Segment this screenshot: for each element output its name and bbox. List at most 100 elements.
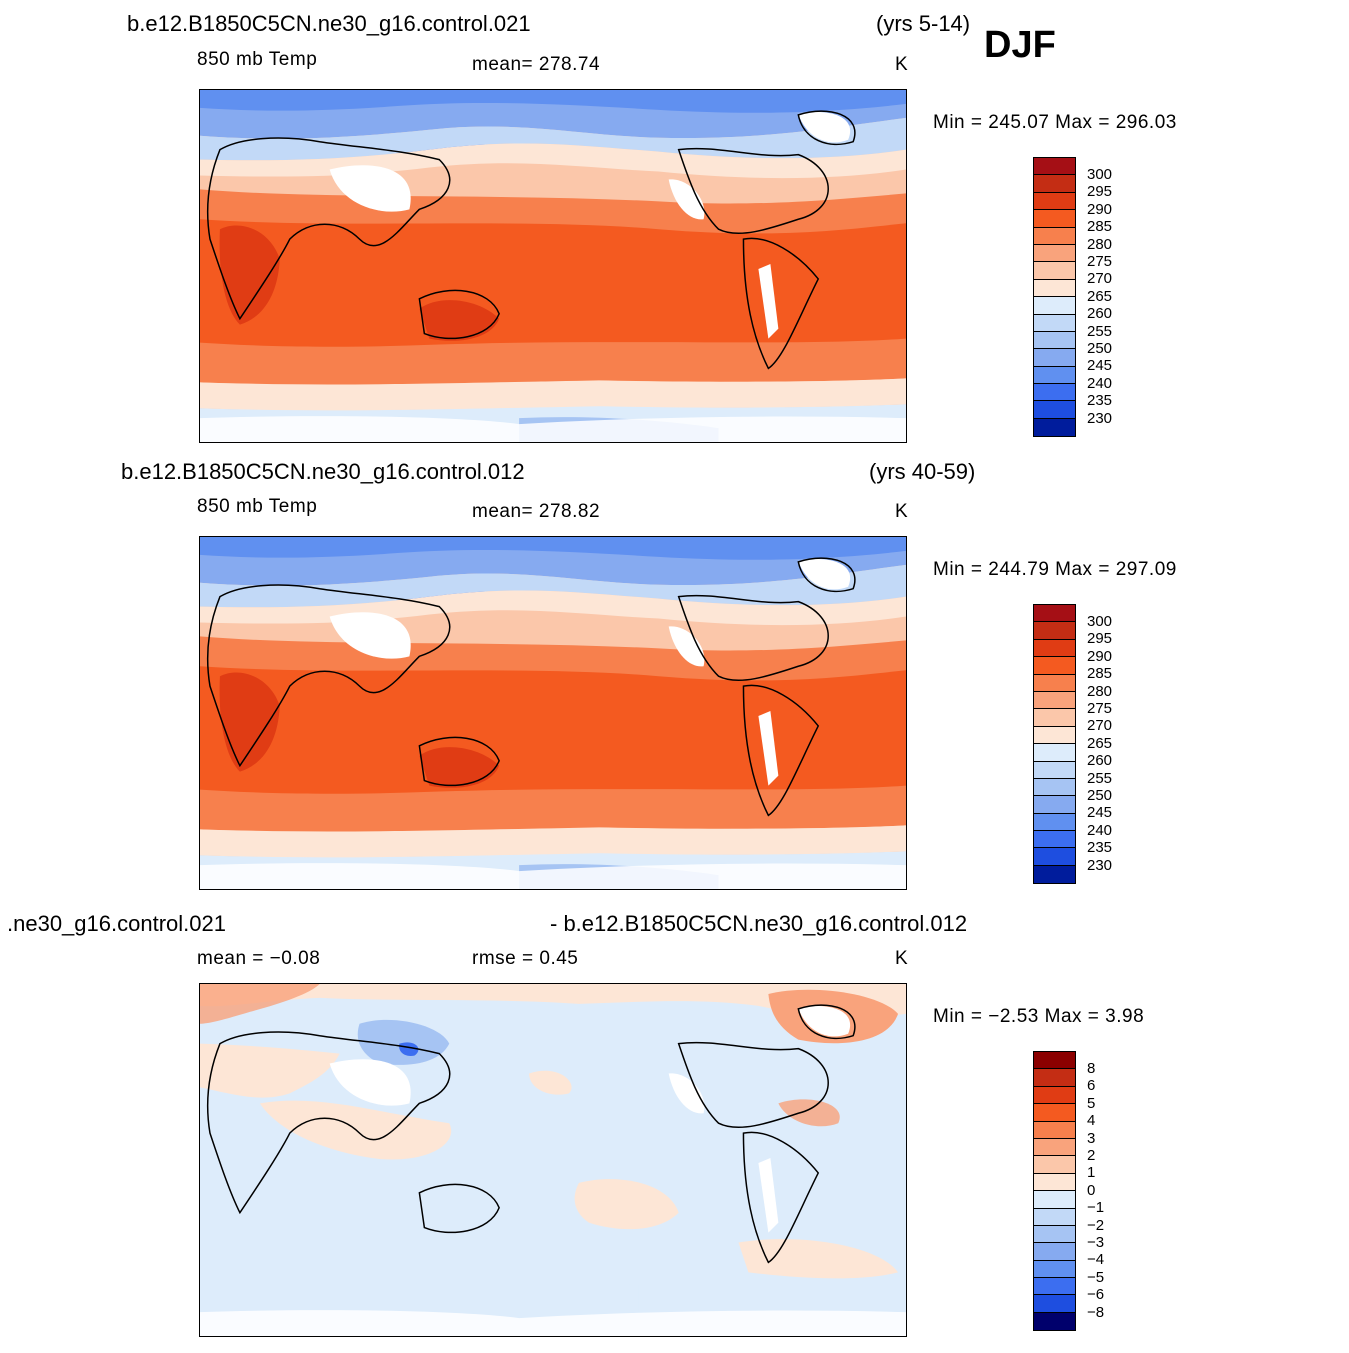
panel3-case-right: - b.e12.B1850C5CN.ne30_g16.control.012 xyxy=(550,911,968,936)
panel3-minmax: Min = −2.53 Max = 3.98 xyxy=(933,1006,1145,1027)
cb-label: 265 xyxy=(1087,287,1113,305)
cb-label: 260 xyxy=(1087,305,1113,323)
panel3-rmse: rmse = 0.45 xyxy=(472,948,579,969)
panel1-swatch xyxy=(1034,366,1075,385)
cb-label: −6 xyxy=(1087,1286,1105,1304)
panel1-mean: mean= 278.74 xyxy=(472,54,601,75)
panel1-colorbar-labels: 300 295 290 285 280 275 270 265 260 255 … xyxy=(1087,166,1112,427)
panel3-colorbar-labels: 8 6 5 4 3 2 1 0 −1 −2 −3 −4 −5 −6 −8 xyxy=(1087,1060,1104,1321)
panel1-colorbar xyxy=(1033,157,1076,438)
panel3-map xyxy=(199,983,907,1337)
panel2-swatch xyxy=(1034,761,1075,779)
panel1-swatch xyxy=(1034,192,1075,211)
cb-label: 295 xyxy=(1087,183,1113,201)
cb-label: −4 xyxy=(1087,1251,1105,1269)
panel1-swatch xyxy=(1034,418,1075,437)
panel2-colorbar xyxy=(1033,604,1076,885)
panel3-swatch xyxy=(1034,1104,1075,1122)
panel1-units: K xyxy=(895,54,909,75)
panel1-swatch xyxy=(1034,331,1075,350)
cb-label: 275 xyxy=(1087,253,1113,271)
cb-label: 2 xyxy=(1087,1147,1096,1165)
cb-label: 275 xyxy=(1087,700,1113,718)
cb-label: 8 xyxy=(1087,1060,1096,1077)
panel2-map-svg xyxy=(200,537,906,889)
panel2-swatch xyxy=(1034,778,1075,797)
panel2-swatch xyxy=(1034,605,1075,623)
panel1-minmax: Min = 245.07 Max = 296.03 xyxy=(933,112,1177,133)
cb-label: 270 xyxy=(1087,270,1113,288)
panel2-minmax: Min = 244.79 Max = 297.09 xyxy=(933,559,1177,580)
panel3-swatch xyxy=(1034,1260,1075,1279)
panel1-swatch xyxy=(1034,279,1075,298)
season-label: DJF xyxy=(984,24,1056,66)
cb-label: −5 xyxy=(1087,1268,1105,1286)
panel1-swatch xyxy=(1034,244,1075,263)
panel3-swatch xyxy=(1034,1312,1075,1331)
cb-label: 255 xyxy=(1087,322,1113,340)
panel3-swatch xyxy=(1034,1295,1075,1313)
panel3-swatch xyxy=(1034,1086,1075,1105)
cb-label: 235 xyxy=(1087,839,1113,857)
panel3-swatch xyxy=(1034,1052,1075,1070)
panel3-swatch xyxy=(1034,1069,1075,1087)
panel3-swatch xyxy=(1034,1225,1075,1244)
panel3-swatch xyxy=(1034,1243,1075,1261)
panel1-swatch xyxy=(1034,175,1075,193)
panel1-case-title: b.e12.B1850C5CN.ne30_g16.control.021 xyxy=(127,11,531,36)
cb-label: 265 xyxy=(1087,734,1113,752)
cb-label: 6 xyxy=(1087,1077,1096,1095)
panel2-variable: 850 mb Temp xyxy=(197,496,318,517)
cb-label: 230 xyxy=(1087,409,1113,427)
panel3-map-svg xyxy=(200,984,906,1336)
panel2-swatch xyxy=(1034,744,1075,762)
panel2-units: K xyxy=(895,501,909,522)
panel2-years: (yrs 40-59) xyxy=(869,459,976,484)
cb-label: 255 xyxy=(1087,769,1113,787)
panel2-swatch xyxy=(1034,639,1075,658)
cb-label: 295 xyxy=(1087,630,1113,648)
cb-label: 235 xyxy=(1087,392,1113,410)
cb-label: 4 xyxy=(1087,1112,1096,1130)
cb-label: 285 xyxy=(1087,665,1113,683)
cb-label: 3 xyxy=(1087,1129,1096,1147)
cb-label: 5 xyxy=(1087,1094,1096,1112)
panel2-swatch xyxy=(1034,831,1075,849)
cb-label: 0 xyxy=(1087,1181,1096,1199)
cb-label: 245 xyxy=(1087,357,1113,375)
cb-label: 250 xyxy=(1087,787,1113,805)
cb-label: −2 xyxy=(1087,1216,1105,1234)
panel1-map xyxy=(199,89,907,443)
panel1-swatch xyxy=(1034,158,1075,176)
panel3-case-left: .ne30_g16.control.021 xyxy=(7,911,226,936)
panel2-case-title: b.e12.B1850C5CN.ne30_g16.control.012 xyxy=(121,459,525,484)
panel3-swatch xyxy=(1034,1156,1075,1174)
panel2-swatch xyxy=(1034,796,1075,814)
panel2-mean: mean= 278.82 xyxy=(472,501,601,522)
panel3-colorbar xyxy=(1033,1051,1076,1332)
panel1-swatch xyxy=(1034,262,1075,280)
panel1-swatch xyxy=(1034,210,1075,228)
cb-label: 280 xyxy=(1087,682,1113,700)
cb-label: 290 xyxy=(1087,200,1113,218)
panel2-swatch xyxy=(1034,848,1075,866)
panel1-swatch xyxy=(1034,384,1075,402)
cb-label: 240 xyxy=(1087,374,1113,392)
panel1-swatch xyxy=(1034,401,1075,419)
panel3-units: K xyxy=(895,948,909,969)
panel2-swatch xyxy=(1034,813,1075,832)
cb-label: −1 xyxy=(1087,1199,1105,1217)
cb-label: 290 xyxy=(1087,647,1113,665)
panel1-years: (yrs 5-14) xyxy=(876,11,971,36)
panel2-swatch xyxy=(1034,726,1075,745)
panel3-swatch xyxy=(1034,1121,1075,1139)
cb-label: 1 xyxy=(1087,1164,1096,1182)
panel3-swatch xyxy=(1034,1278,1075,1296)
cb-label: 300 xyxy=(1087,613,1113,630)
panel3-swatch xyxy=(1034,1208,1075,1226)
cb-label: −8 xyxy=(1087,1303,1105,1321)
panel2-swatch xyxy=(1034,865,1075,884)
panel1-variable: 850 mb Temp xyxy=(197,49,318,70)
panel3-swatch xyxy=(1034,1138,1075,1157)
cb-label: 240 xyxy=(1087,821,1113,839)
